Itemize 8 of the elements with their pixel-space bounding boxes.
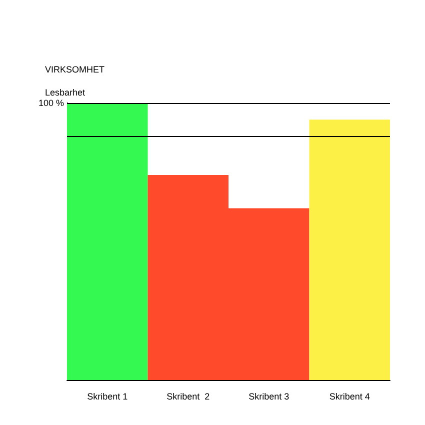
x-tick-label: Skribent 3 xyxy=(248,392,290,402)
x-tick-label: Skribent 4 xyxy=(329,392,370,402)
chart-subtitle: Lesbarhet xyxy=(45,88,86,98)
bar xyxy=(309,120,390,380)
chart-title: VIRKSOMHET xyxy=(45,64,106,74)
x-tick-label: Skribent 2 xyxy=(166,392,210,402)
ref-line-label: 100 % xyxy=(38,98,64,108)
x-tick-label: Skribent 1 xyxy=(87,392,128,402)
